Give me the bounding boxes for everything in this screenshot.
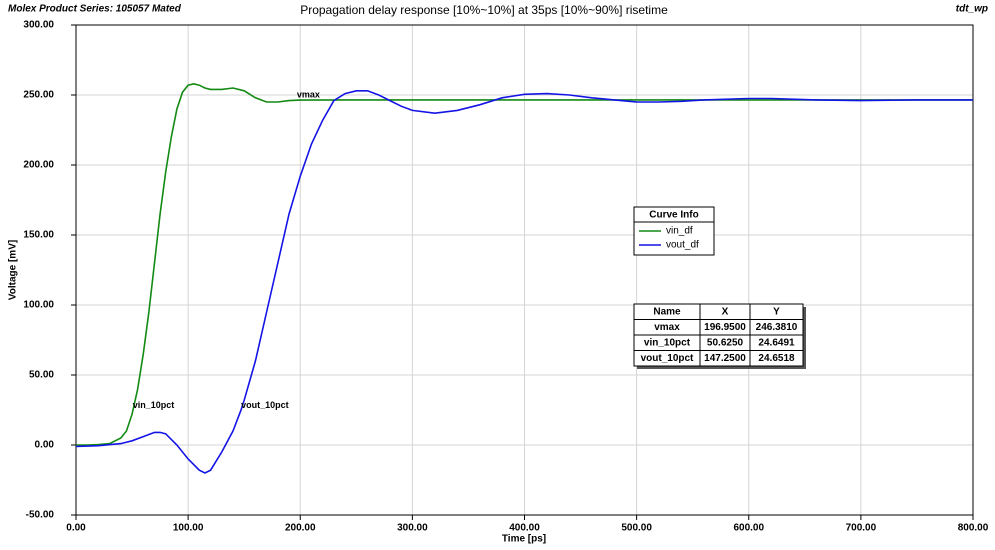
table-cell: vin_10pct [644,337,691,348]
x-tick-label: 400.00 [509,523,540,534]
series-line [75,90,973,474]
y-tick-label: 0.00 [35,440,55,451]
table-header: Y [773,306,780,317]
marker-label: vout_10pct [241,400,289,410]
y-axis-label: Voltage [mV] [8,240,19,300]
chart-title: Propagation delay response [10%~10%] at … [300,3,668,17]
y-tick-label: 50.00 [29,370,54,381]
table-header: X [722,306,729,317]
legend-label: vin_df [666,226,693,237]
marker-label: vin_10pct [133,400,175,410]
y-tick-label: 100.00 [23,300,54,311]
y-tick-label: 250.00 [23,90,54,101]
table-cell: 24.6491 [758,337,795,348]
legend-title: Curve Info [649,210,698,221]
x-axis-label: Time [ps] [502,534,546,545]
x-tick-label: 600.00 [733,523,764,534]
table-cell: 246.3810 [756,322,798,333]
x-tick-label: 500.00 [621,523,652,534]
table-cell: 147.2500 [704,353,746,364]
x-tick-label: 300.00 [397,523,428,534]
y-tick-label: -50.00 [26,510,55,521]
plot-frame [75,24,974,516]
table-cell: 50.6250 [707,337,744,348]
x-tick-label: 100.00 [173,523,204,534]
marker-label: vmax [297,89,320,99]
table-cell: vout_10pct [641,353,694,364]
y-tick-label: 300.00 [23,20,54,31]
y-tick-label: 200.00 [23,160,54,171]
series-line [76,82,973,446]
header-right: tdt_wp [956,4,988,15]
y-tick-label: 150.00 [23,230,54,241]
table-cell: 196.9500 [704,322,746,333]
x-tick-label: 800.00 [958,523,989,534]
x-tick-label: 200.00 [285,523,316,534]
x-tick-label: 0.00 [66,523,86,534]
table-header: Name [653,306,681,317]
table-cell: vmax [654,322,680,333]
legend-label: vout_df [666,240,699,251]
header-left: Molex Product Series: 105057 Mated [8,4,182,15]
table-cell: 24.6518 [758,353,795,364]
x-tick-label: 700.00 [846,523,877,534]
